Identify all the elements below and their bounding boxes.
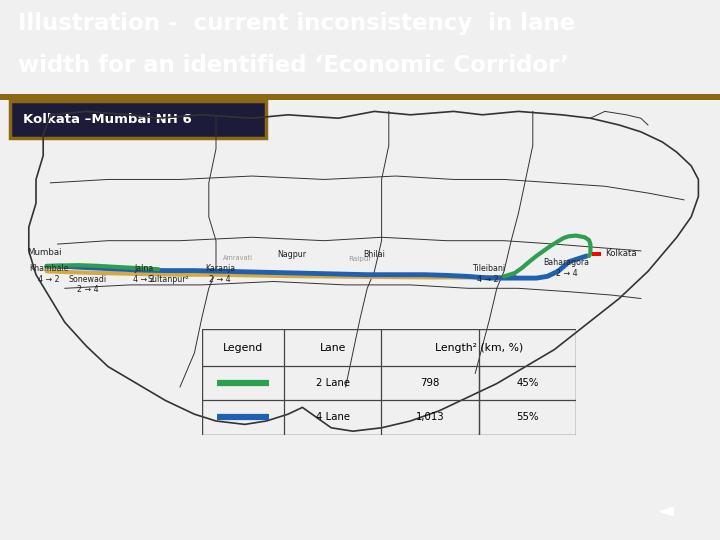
- Text: Tileibani
4 → 2: Tileibani 4 → 2: [472, 265, 505, 284]
- Text: 45%: 45%: [516, 378, 539, 388]
- Text: Kolkata –Mumbai NH 6: Kolkata –Mumbai NH 6: [23, 113, 192, 126]
- Text: Sultanpur²: Sultanpur²: [148, 275, 189, 285]
- Text: Sonewadi
2 → 4: Sonewadi 2 → 4: [68, 275, 107, 294]
- Text: Raipur: Raipur: [348, 256, 372, 262]
- Text: Legend: Legend: [222, 343, 263, 353]
- Text: Mumbai: Mumbai: [27, 248, 62, 257]
- Text: width for an identified ‘Economic Corridor’: width for an identified ‘Economic Corrid…: [18, 54, 569, 77]
- Bar: [0, 94, 720, 100]
- FancyBboxPatch shape: [10, 101, 266, 138]
- Text: Karanja
2 → 4: Karanja 2 → 4: [205, 265, 235, 284]
- Text: Kolkata: Kolkata: [605, 249, 636, 258]
- Text: Lane: Lane: [320, 343, 346, 353]
- Text: Illustration -  current inconsistency  in lane: Illustration - current inconsistency in …: [18, 12, 575, 35]
- Text: Khambale
4 → 2: Khambale 4 → 2: [29, 265, 68, 284]
- Text: 798: 798: [420, 378, 440, 388]
- Text: Baharagora
2 → 4: Baharagora 2 → 4: [544, 258, 590, 278]
- Text: 1,013: 1,013: [415, 413, 444, 422]
- Text: 2 Lane: 2 Lane: [315, 378, 350, 388]
- Text: 55%: 55%: [516, 413, 539, 422]
- Text: Amravati: Amravati: [222, 255, 253, 261]
- Text: ◄: ◄: [658, 501, 674, 521]
- Text: Nagpur: Nagpur: [277, 251, 306, 259]
- Text: Length² (km, %): Length² (km, %): [435, 343, 523, 353]
- Text: Jalna
4 → 2: Jalna 4 → 2: [133, 265, 155, 284]
- Text: 4 Lane: 4 Lane: [315, 413, 350, 422]
- Text: Bhilai: Bhilai: [364, 251, 385, 259]
- Bar: [592, 252, 601, 256]
